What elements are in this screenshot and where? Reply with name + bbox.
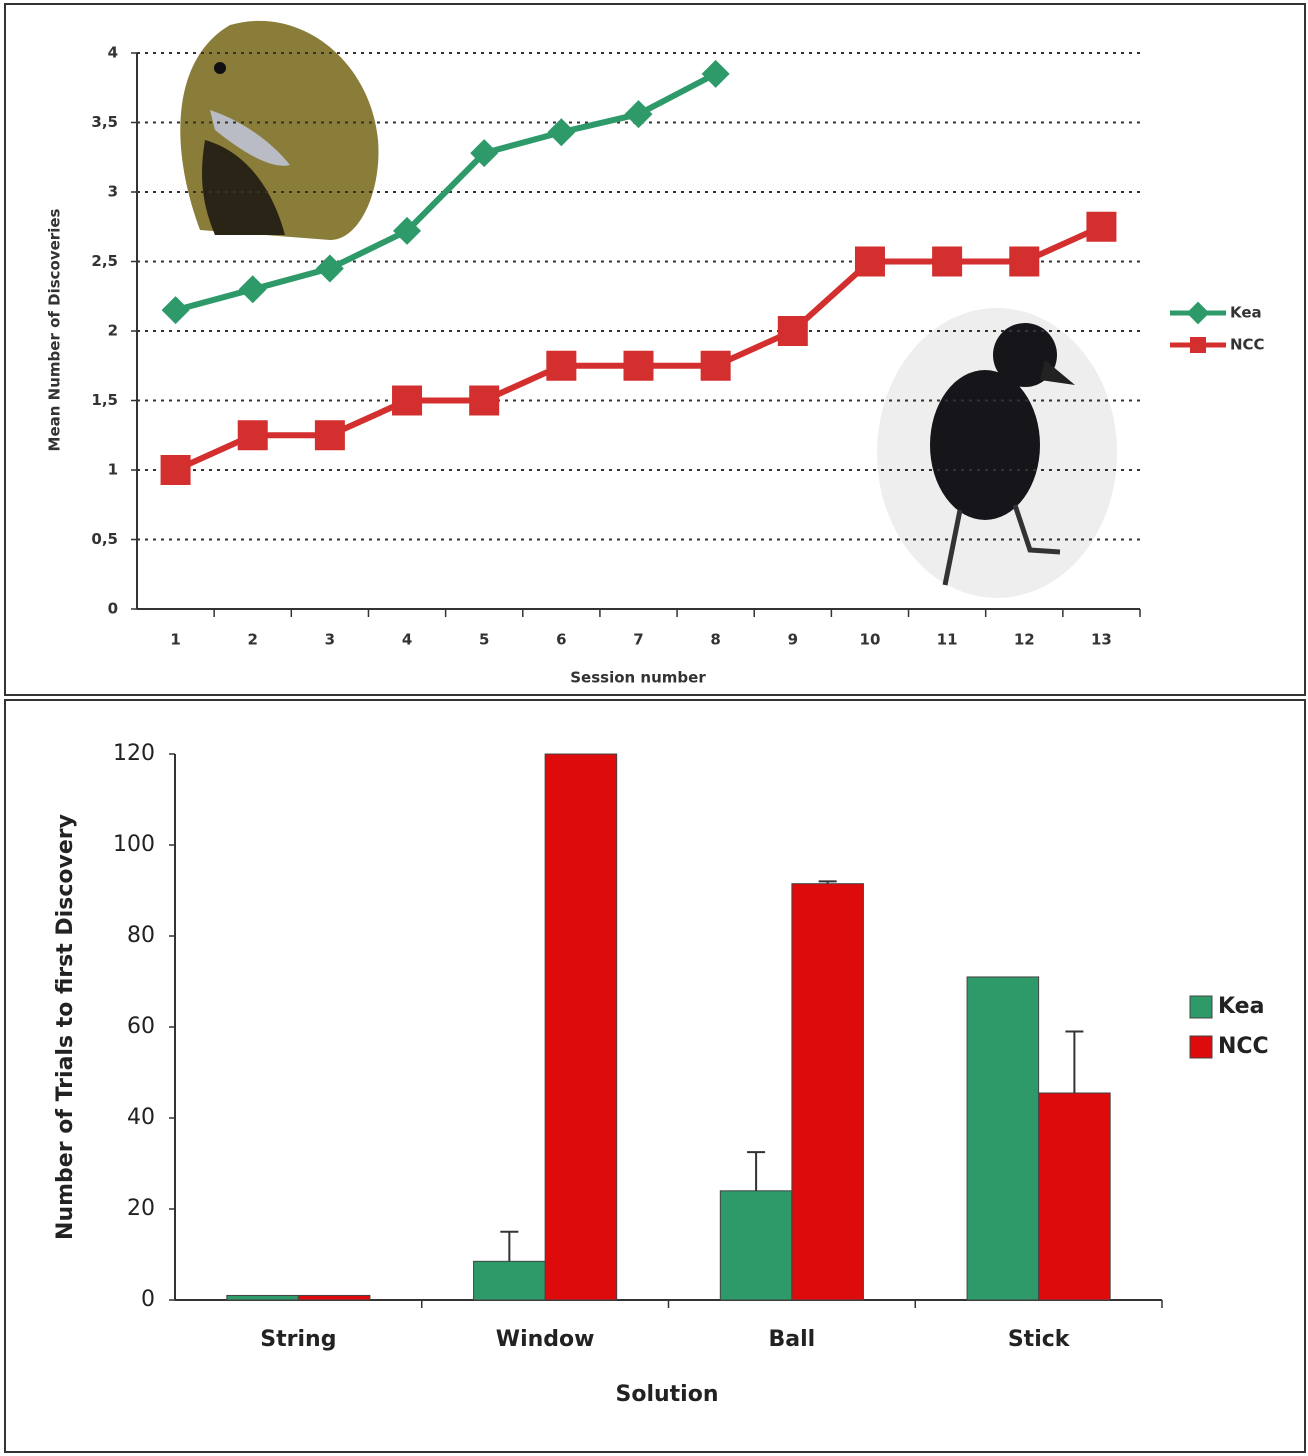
x-tick-label: 13 bbox=[1091, 631, 1112, 649]
x-tick-label: 12 bbox=[1014, 631, 1035, 649]
x-tick-label: 4 bbox=[402, 631, 412, 649]
marker bbox=[161, 296, 190, 325]
bar bbox=[473, 1260, 546, 1301]
error-bar bbox=[747, 1151, 766, 1191]
legend-label: Kea bbox=[1218, 994, 1264, 1019]
y-tick-label: 3,5 bbox=[91, 113, 118, 131]
legend-label: NCC bbox=[1218, 1034, 1269, 1059]
y-tick-label: 1 bbox=[108, 461, 118, 479]
x-tick-label: 7 bbox=[633, 631, 643, 649]
marker bbox=[623, 350, 654, 381]
marker bbox=[469, 385, 500, 416]
bar bbox=[791, 883, 864, 1301]
x-tick-label: Ball bbox=[769, 1327, 816, 1352]
marker bbox=[624, 100, 653, 129]
x-tick-label: 9 bbox=[788, 631, 798, 649]
bar bbox=[719, 1190, 793, 1301]
marker bbox=[392, 385, 423, 416]
legend-label: NCC bbox=[1230, 336, 1265, 354]
marker bbox=[854, 246, 885, 277]
x-tick-label: 3 bbox=[325, 631, 335, 649]
y-tick-label: 0 bbox=[141, 1287, 155, 1312]
y-tick-label: 2,5 bbox=[91, 252, 118, 270]
legend-swatch bbox=[1186, 301, 1210, 325]
y-tick-label: 4 bbox=[108, 44, 118, 62]
marker bbox=[546, 350, 577, 381]
legend-swatch bbox=[1190, 337, 1206, 353]
y-tick-label: 80 bbox=[127, 923, 155, 948]
x-tick-label: 5 bbox=[479, 631, 489, 649]
x-tick-label: 8 bbox=[710, 631, 720, 649]
x-tick-label: Window bbox=[496, 1327, 595, 1352]
panel-border bbox=[4, 699, 1306, 1453]
x-tick-label: 10 bbox=[860, 631, 881, 649]
x-tick-label: String bbox=[260, 1327, 336, 1352]
marker bbox=[237, 420, 268, 451]
y-tick-label: 40 bbox=[127, 1105, 155, 1130]
bar bbox=[297, 1294, 371, 1301]
x-axis-title: Session number bbox=[570, 669, 706, 687]
y-tick-label: 120 bbox=[113, 741, 155, 766]
x-tick-label: 11 bbox=[937, 631, 958, 649]
x-tick-label: 6 bbox=[556, 631, 566, 649]
legend-swatch bbox=[1189, 1035, 1213, 1059]
marker bbox=[238, 275, 267, 304]
bar bbox=[544, 753, 618, 1301]
error-bar bbox=[818, 880, 837, 884]
series-line bbox=[174, 71, 718, 314]
marker bbox=[701, 59, 730, 88]
y-tick-label: 0 bbox=[108, 600, 118, 618]
y-tick-label: 2 bbox=[108, 322, 118, 340]
crow-image bbox=[877, 308, 1117, 598]
x-axis-title: Solution bbox=[616, 1382, 719, 1407]
error-bar bbox=[500, 1230, 519, 1262]
marker bbox=[1086, 211, 1117, 242]
bar bbox=[226, 1294, 299, 1301]
marker bbox=[315, 254, 344, 283]
legend-label: Kea bbox=[1230, 304, 1262, 322]
x-tick-label: 1 bbox=[170, 631, 180, 649]
bar bbox=[966, 976, 1040, 1301]
x-tick-label: 2 bbox=[248, 631, 258, 649]
marker bbox=[547, 118, 576, 147]
marker bbox=[1009, 246, 1040, 277]
y-tick-label: 60 bbox=[127, 1014, 155, 1039]
y-tick-label: 20 bbox=[127, 1196, 155, 1221]
y-tick-label: 1,5 bbox=[91, 391, 118, 409]
y-axis-title: Number of Trials to first Discovery bbox=[53, 814, 78, 1240]
y-tick-label: 0,5 bbox=[91, 530, 118, 548]
marker bbox=[700, 350, 731, 381]
marker bbox=[160, 455, 191, 485]
y-tick-label: 3 bbox=[108, 183, 118, 201]
x-tick-label: Stick bbox=[1008, 1327, 1071, 1352]
marker bbox=[393, 216, 422, 245]
y-tick-label: 100 bbox=[113, 832, 155, 857]
marker bbox=[777, 316, 808, 346]
kea-image bbox=[180, 20, 379, 240]
marker bbox=[314, 420, 345, 451]
marker bbox=[932, 246, 963, 277]
legend-swatch bbox=[1189, 995, 1213, 1019]
error-bar bbox=[1065, 1030, 1084, 1093]
y-axis-title: Mean Number of Discoveries bbox=[46, 208, 64, 451]
marker bbox=[470, 139, 499, 168]
bar bbox=[1038, 1092, 1111, 1301]
